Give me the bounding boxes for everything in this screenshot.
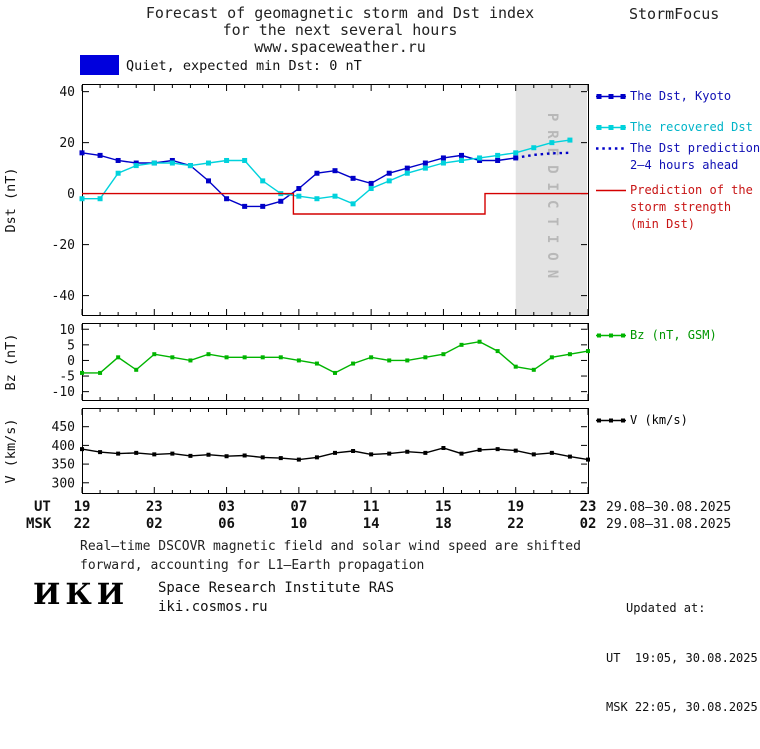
legend-sample-squares-icon [596, 94, 626, 99]
legend-entry: Prediction of the storm strength (min Dst) [596, 182, 753, 233]
y-axis-label: Dst (nT) [3, 167, 19, 232]
y-axis-label: V (km/s) [3, 418, 19, 483]
legend-label: The Dst prediction 2–4 hours ahead [630, 141, 760, 172]
y-tick-label: -20 [52, 238, 75, 253]
legend-entry: The Dst prediction 2–4 hours ahead [596, 140, 760, 174]
updated-label: Updated at: [626, 601, 706, 615]
legend-entry: The Dst, Kyoto [596, 88, 731, 105]
legend-label: The Dst, Kyoto [630, 89, 732, 103]
title-line2: for the next several hours [222, 21, 458, 39]
time-tick-label: 18 [434, 516, 452, 532]
time-tick-label: 19 [507, 499, 525, 515]
y-tick-label: 0 [67, 354, 75, 369]
time-tick-label: 06 [218, 516, 235, 532]
y-tick-label: 40 [59, 85, 75, 100]
legend-entry: Bz (nT, GSM) [596, 327, 717, 344]
footnote-line1: Real–time DSCOVR magnetic field and sola… [80, 539, 581, 554]
time-tick-label: 10 [290, 516, 308, 532]
time-tick-label: 23 [579, 499, 597, 515]
y-tick-label: 300 [52, 476, 75, 491]
time-tick-label: 22 [73, 516, 91, 532]
date-range-label: 29.08–31.08.2025 [606, 517, 732, 532]
v-chart-panel: 450 400 350 300 V (km/s) [3, 408, 590, 494]
legend-sample-squares-small-icon [596, 333, 626, 338]
y-tick-label: -5 [59, 370, 75, 385]
time-tick-label: 22 [507, 516, 525, 532]
y-tick-label: 0 [67, 187, 75, 202]
y-tick-label: -10 [52, 385, 75, 400]
time-tick-label: 07 [290, 499, 308, 515]
institute-name: Space Research Institute RAS [158, 580, 395, 596]
legend-entry: V (km/s) [596, 412, 688, 429]
legend-sample-squares-small-icon [596, 418, 626, 423]
updated-ut: UT 19:05, 30.08.2025 [606, 650, 758, 665]
y-axis-label: Bz (nT) [3, 334, 19, 391]
y-tick-label: -40 [52, 289, 75, 304]
time-tick-label: 11 [362, 499, 380, 515]
legend-sample-line-icon [596, 189, 626, 192]
page-title: Forecast of geomagnetic storm and Dst in… [60, 5, 620, 56]
updated-msk: MSK 22:05, 30.08.2025 [606, 700, 758, 714]
y-tick-label: 400 [52, 439, 75, 454]
brand-stormfocus: StormFocus [629, 5, 720, 23]
date-range-label: 29.08–30.08.2025 [606, 500, 732, 515]
time-tick-label: 02 [579, 516, 597, 532]
y-tick-label: 450 [52, 420, 75, 435]
dst-chart-panel: PREDICTION 40 20 0 -20 -40 Dst (nT) [3, 84, 589, 316]
footnote: Real–time DSCOVR magnetic field and sola… [80, 537, 581, 575]
legend-entry: The recovered Dst [596, 119, 753, 136]
quiet-status-text: Quiet, expected min Dst: 0 nT [126, 58, 362, 74]
legend-label: The recovered Dst [630, 120, 753, 134]
axis-row-label: MSK [26, 516, 52, 532]
y-tick-label: 350 [52, 458, 75, 473]
time-axis: UT 19 23 03 07 11 15 19 23 29.08–30.08.2025 MSK 22 0… [0, 499, 760, 537]
time-tick-label: 19 [73, 499, 91, 515]
time-tick-label: 14 [362, 516, 380, 532]
time-tick-label: 15 [434, 499, 452, 515]
prediction-band-label: PREDICTION [544, 113, 560, 287]
y-tick-label: 10 [59, 323, 75, 338]
footnote-line2: forward, accounting for L1–Earth propaga… [80, 558, 425, 573]
title-url: www.spaceweather.ru [254, 38, 426, 56]
institute-site: iki.cosmos.ru [158, 599, 268, 615]
y-tick-label: 20 [59, 136, 75, 151]
legend-sample-dotted-icon [596, 147, 626, 150]
updated-block: Updated at: UT 19:05, 30.08.2025 MSK 22:… [606, 567, 758, 749]
legend-label: V (km/s) [630, 413, 688, 427]
axis-row-label: UT [34, 499, 51, 515]
legend-label: Prediction of the storm strength (min Dst) [630, 183, 753, 231]
legend-label: Bz (nT, GSM) [630, 328, 717, 342]
time-tick-label: 23 [145, 499, 163, 515]
time-tick-label: 03 [218, 499, 235, 515]
y-tick-label: 5 [67, 338, 75, 353]
quiet-level-swatch [80, 55, 119, 75]
legend-sample-squares-icon [596, 125, 626, 130]
iki-logo: ИКИ [33, 577, 130, 611]
time-tick-label: 02 [145, 516, 163, 532]
title-line1: Forecast of geomagnetic storm and Dst in… [145, 4, 535, 22]
